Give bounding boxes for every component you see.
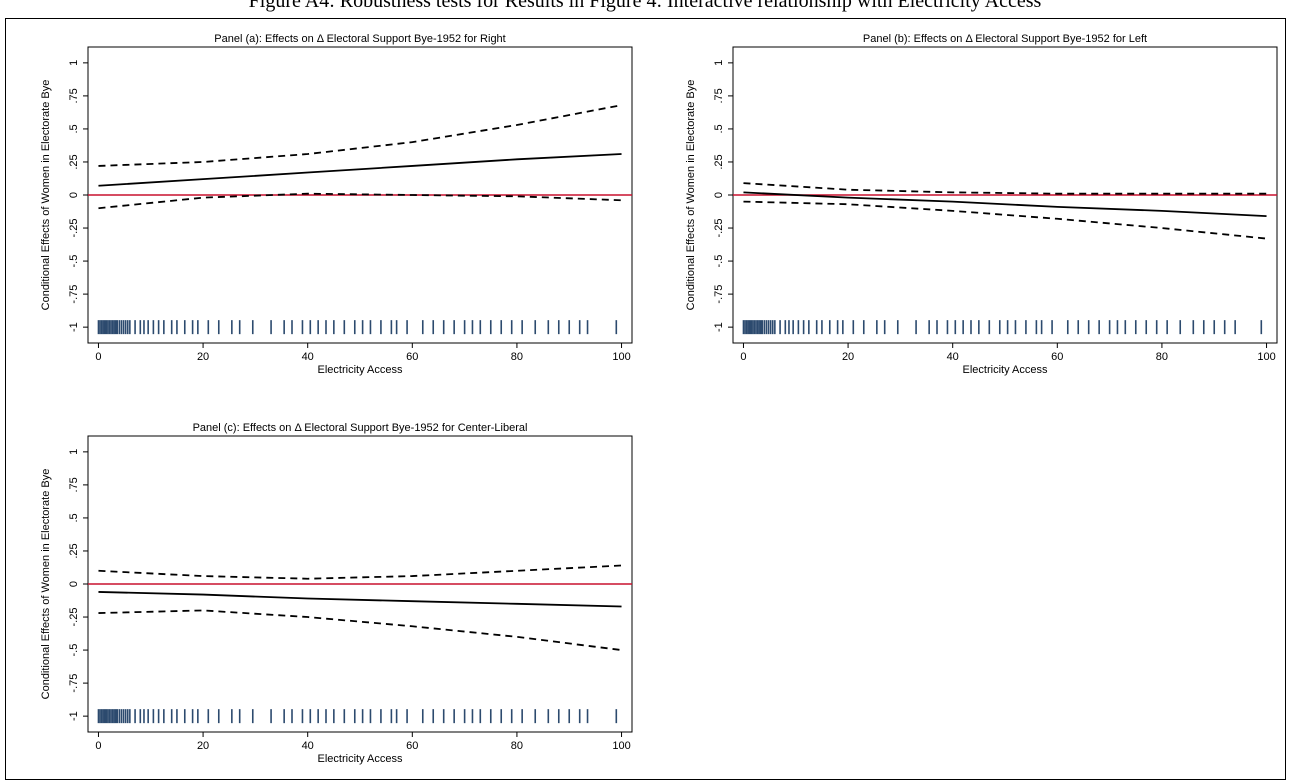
estimate-line (98, 153, 622, 187)
y-tick-label: .75 (68, 477, 80, 492)
y-tick-label: -.25 (68, 219, 80, 238)
confidence-bound (98, 104, 622, 167)
y-tick-label: -.25 (713, 219, 725, 238)
x-tick-label: 60 (1051, 351, 1063, 363)
x-tick-label: 40 (302, 351, 314, 363)
y-axis-label: Conditional Effects of Women in Electora… (40, 80, 52, 311)
y-tick-label: -1 (68, 322, 80, 332)
chart-title: Panel (b): Effects on Δ Electoral Suppor… (863, 33, 1147, 45)
confidence-bound (98, 192, 622, 210)
confidence-bound (743, 182, 1267, 195)
y-tick-label: 0 (68, 581, 80, 587)
x-tick-label: 60 (406, 351, 418, 363)
confidence-bound (743, 200, 1267, 240)
x-tick-label: 40 (947, 351, 959, 363)
x-tick-label: 20 (842, 351, 854, 363)
figure-caption: Figure A4: Robustness tests for Results … (248, 0, 1042, 12)
x-axis-label: Electricity Access (318, 753, 403, 765)
y-tick-label: -.5 (68, 255, 80, 268)
y-tick-label: -.75 (713, 285, 725, 304)
y-axis-label: Conditional Effects of Women in Electora… (40, 469, 52, 700)
y-tick-label: 0 (68, 192, 80, 198)
chart-title: Panel (c): Effects on Δ Electoral Suppor… (193, 422, 528, 434)
x-tick-label: 100 (612, 351, 630, 363)
x-axis-label: Electricity Access (963, 364, 1048, 376)
chart-title: Panel (a): Effects on Δ Electoral Suppor… (214, 33, 505, 45)
y-tick-label: -.25 (68, 608, 80, 627)
y-tick-label: 1 (713, 60, 725, 66)
y-tick-label: -.75 (68, 285, 80, 304)
y-tick-label: -.75 (68, 674, 80, 693)
y-tick-label: .25 (713, 154, 725, 169)
x-tick-label: 80 (1156, 351, 1168, 363)
x-axis-label: Electricity Access (318, 364, 403, 376)
y-tick-label: .5 (713, 124, 725, 133)
x-tick-label: 0 (95, 740, 101, 752)
confidence-bound (98, 564, 622, 580)
figure-frame (5, 18, 1286, 780)
y-tick-label: -1 (713, 322, 725, 332)
x-tick-label: 0 (740, 351, 746, 363)
y-tick-label: 1 (68, 60, 80, 66)
confidence-bound (98, 609, 622, 651)
y-axis-label: Conditional Effects of Women in Electora… (685, 80, 697, 311)
x-tick-label: 60 (406, 740, 418, 752)
y-tick-label: -.5 (68, 644, 80, 657)
y-tick-label: .25 (68, 154, 80, 169)
x-tick-label: 80 (511, 740, 523, 752)
x-tick-label: 20 (197, 740, 209, 752)
y-tick-label: 0 (713, 192, 725, 198)
y-tick-label: 1 (68, 449, 80, 455)
x-tick-label: 100 (1257, 351, 1275, 363)
x-tick-label: 100 (612, 740, 630, 752)
y-tick-label: .5 (68, 513, 80, 522)
x-tick-label: 0 (95, 351, 101, 363)
y-tick-label: .75 (68, 88, 80, 103)
estimate-line (98, 591, 622, 608)
estimate-line (743, 191, 1267, 218)
x-tick-label: 40 (302, 740, 314, 752)
x-tick-label: 20 (197, 351, 209, 363)
y-tick-label: .75 (713, 88, 725, 103)
y-tick-label: .25 (68, 543, 80, 558)
y-tick-label: .5 (68, 124, 80, 133)
x-tick-label: 80 (511, 351, 523, 363)
y-tick-label: -.5 (713, 255, 725, 268)
y-tick-label: -1 (68, 711, 80, 721)
